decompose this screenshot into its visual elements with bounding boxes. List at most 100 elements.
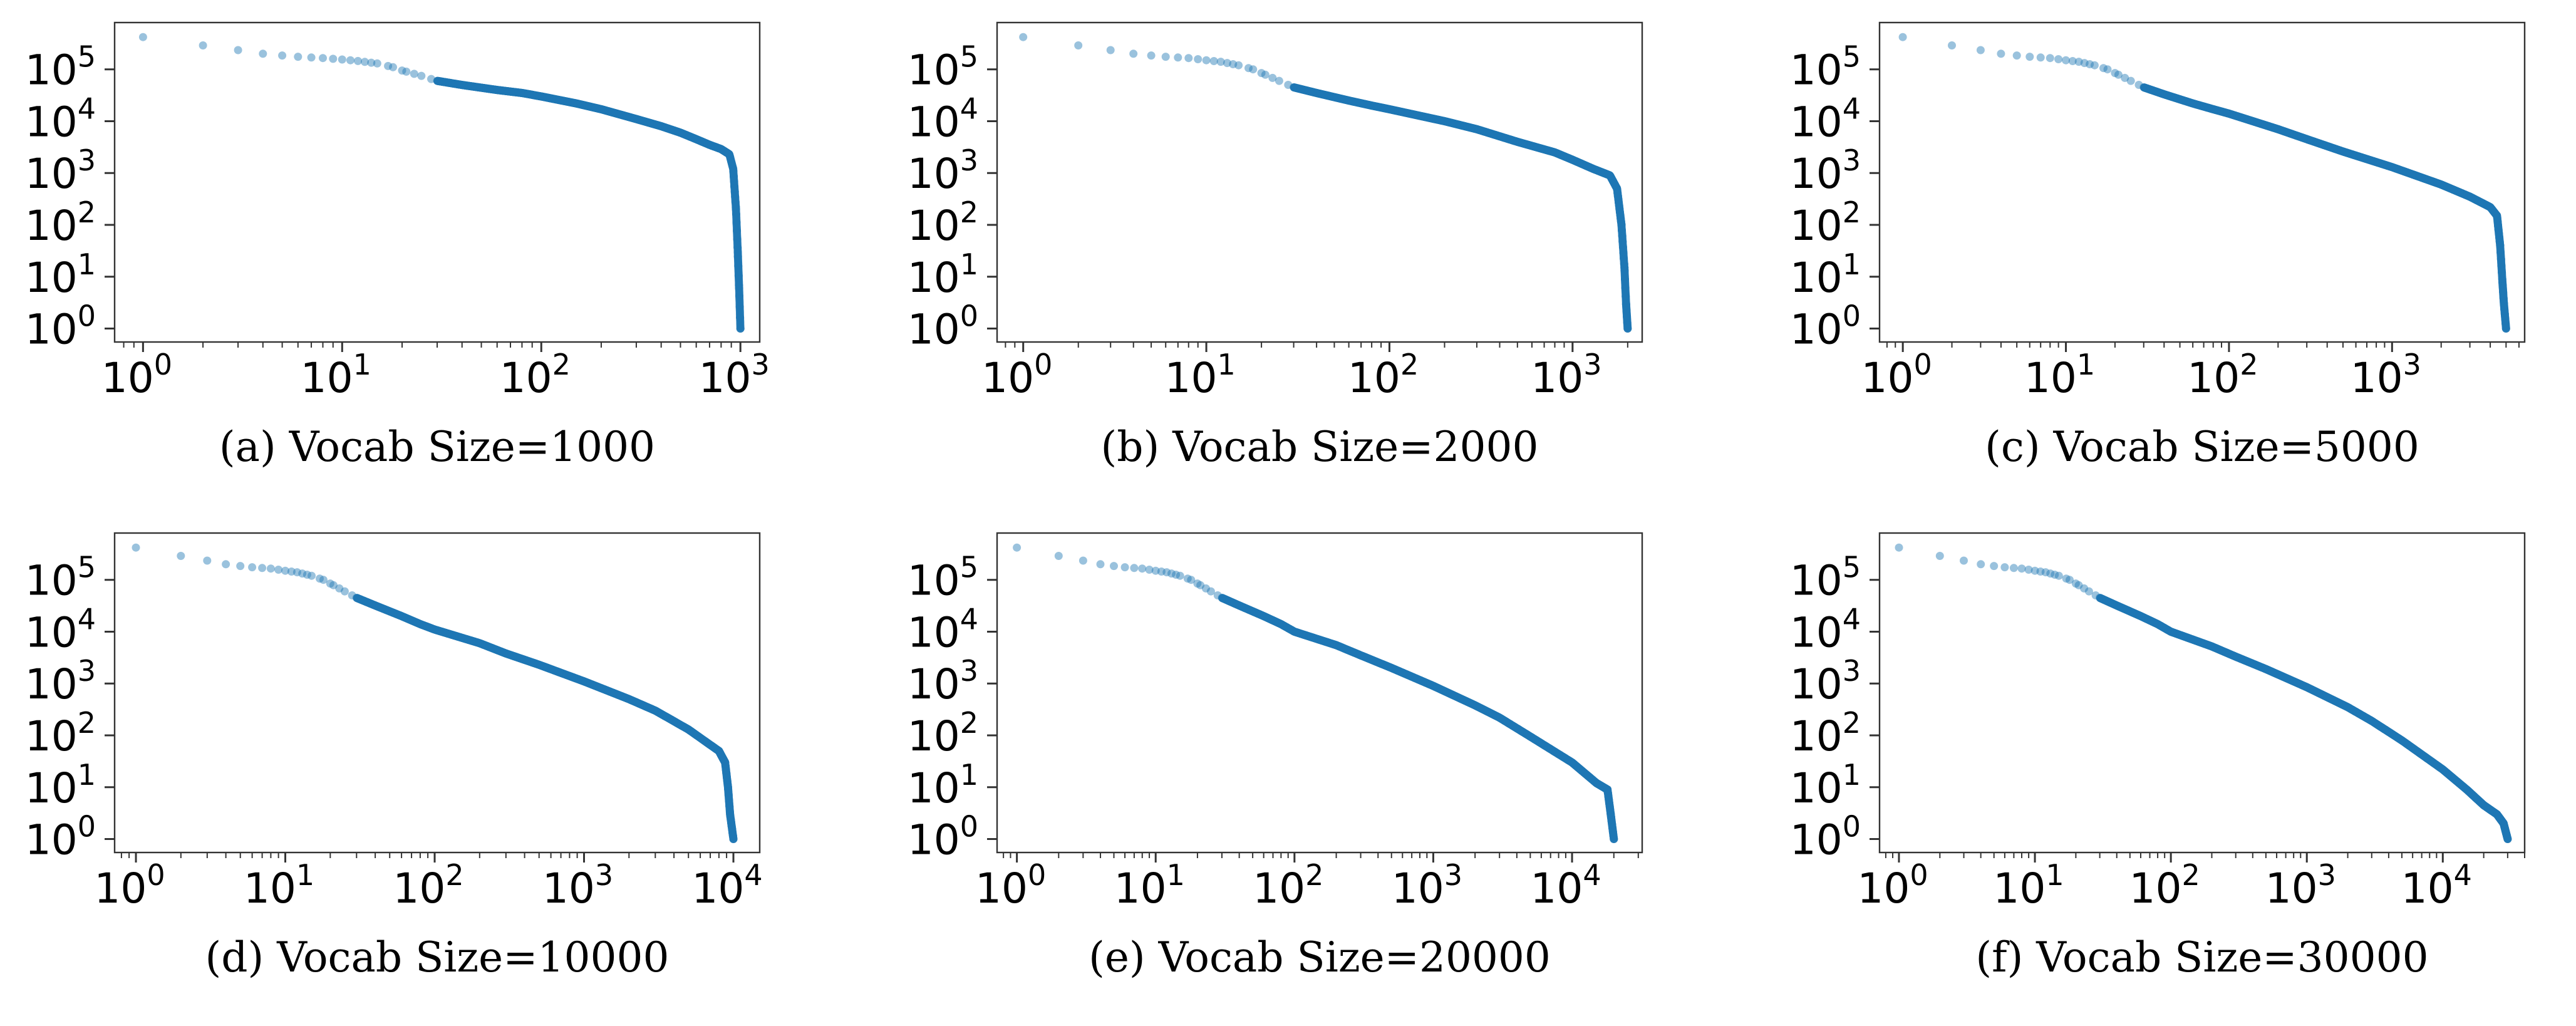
data-point xyxy=(417,71,426,80)
y-tick-label: 105 xyxy=(25,551,96,605)
data-point xyxy=(1184,54,1193,63)
data-point xyxy=(177,552,185,560)
data-point xyxy=(329,54,338,63)
x-tick-label: 102 xyxy=(393,858,463,913)
data-point xyxy=(2036,53,2045,62)
y-tick-label: 102 xyxy=(1790,195,1861,250)
y-tick-label: 105 xyxy=(1790,40,1861,95)
data-markers xyxy=(132,543,738,843)
y-tick-label: 100 xyxy=(25,810,96,864)
data-point xyxy=(236,562,245,571)
data-point xyxy=(1623,324,1632,333)
data-point xyxy=(1096,560,1105,569)
data-point xyxy=(338,55,346,64)
data-point xyxy=(1976,46,1985,54)
x-tick-label: 101 xyxy=(301,348,371,402)
y-tick-label: 101 xyxy=(908,247,978,302)
data-point xyxy=(1948,41,1956,49)
data-point xyxy=(278,51,287,60)
y-tick-label: 103 xyxy=(25,143,96,198)
data-markers xyxy=(1898,33,2510,333)
y-tick-label: 101 xyxy=(1790,247,1861,302)
data-point xyxy=(203,556,212,565)
data-point xyxy=(274,566,283,574)
panel-caption: (d) Vocab Size=10000 xyxy=(205,933,669,982)
y-tick-label: 104 xyxy=(1790,91,1861,146)
x-tick-label: 103 xyxy=(542,858,613,913)
data-point xyxy=(1898,33,1907,41)
data-point xyxy=(427,75,435,83)
data-point xyxy=(2090,61,2099,70)
data-point xyxy=(346,56,354,65)
axes-frame xyxy=(113,532,761,854)
data-point xyxy=(1202,56,1211,65)
axes-frame xyxy=(113,21,761,343)
y-tick-label: 104 xyxy=(908,91,978,146)
y-tick-label: 101 xyxy=(25,758,96,812)
x-tick-label: 103 xyxy=(1531,348,1601,402)
data-point xyxy=(258,564,267,573)
y-tick-label: 103 xyxy=(25,654,96,708)
y-tick-label: 105 xyxy=(25,40,96,95)
data-markers xyxy=(1019,33,1632,333)
axes-frame xyxy=(996,21,1643,343)
data-point xyxy=(729,835,738,843)
y-tick-label: 101 xyxy=(25,247,96,302)
y-tick-label: 104 xyxy=(25,91,96,146)
x-tick-label: 102 xyxy=(2187,348,2258,402)
data-point xyxy=(138,33,147,41)
data-point xyxy=(389,63,397,71)
data-point xyxy=(1120,563,1129,572)
data-point xyxy=(340,587,349,596)
data-point xyxy=(1138,564,1147,573)
x-tick-label: 103 xyxy=(2351,348,2421,402)
data-point xyxy=(2054,55,2063,63)
data-point xyxy=(1054,552,1063,560)
data-point xyxy=(1275,76,1283,85)
y-tick-label: 102 xyxy=(908,195,978,250)
data-point xyxy=(1013,543,1022,552)
data-point xyxy=(308,571,316,580)
data-point xyxy=(1261,70,1270,79)
data-point xyxy=(266,564,275,573)
x-tick-label: 100 xyxy=(1861,348,1932,402)
data-point xyxy=(222,560,230,569)
data-point xyxy=(234,46,242,54)
y-tick-label: 103 xyxy=(1790,143,1861,198)
data-point xyxy=(1161,53,1170,61)
data-point xyxy=(1079,556,1087,565)
data-point xyxy=(361,58,369,66)
x-tick-label: 102 xyxy=(1348,348,1419,402)
y-tick-label: 102 xyxy=(25,195,96,250)
panel-caption: (c) Vocab Size=5000 xyxy=(1985,423,2419,471)
y-tick-label: 104 xyxy=(25,602,96,656)
data-point xyxy=(307,53,316,62)
data-point xyxy=(1110,562,1118,571)
data-point xyxy=(1176,571,1184,580)
data-point xyxy=(1249,65,1258,74)
y-tick-label: 100 xyxy=(25,299,96,354)
y-tick-label: 100 xyxy=(1790,299,1861,354)
data-point xyxy=(1129,49,1138,58)
data-point xyxy=(402,67,411,76)
data-point xyxy=(1019,33,1028,41)
x-tick-label: 102 xyxy=(500,348,571,402)
x-tick-label: 100 xyxy=(94,858,165,913)
data-point xyxy=(1130,564,1139,573)
panel-caption: (b) Vocab Size=2000 xyxy=(1100,423,1538,471)
data-point xyxy=(1997,49,2005,58)
data-point xyxy=(354,56,362,65)
data-markers xyxy=(138,33,745,333)
data-point xyxy=(1234,61,1243,70)
x-tick-label: 100 xyxy=(101,348,172,402)
data-point xyxy=(259,49,267,58)
x-tick-label: 104 xyxy=(691,858,762,913)
data-point xyxy=(2025,53,2034,61)
data-point xyxy=(1147,51,1156,60)
data-point xyxy=(384,61,393,70)
